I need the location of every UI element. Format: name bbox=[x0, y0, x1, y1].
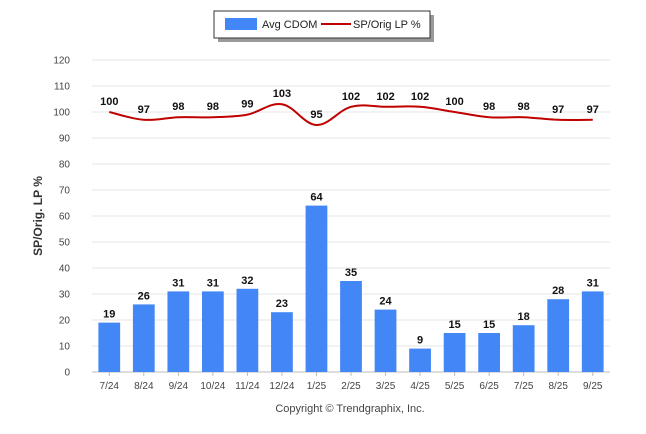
line-value-label: 100 bbox=[445, 96, 463, 108]
bar-avg-cdom bbox=[443, 333, 466, 372]
bar-value-label: 32 bbox=[241, 275, 253, 287]
bar-value-label: 15 bbox=[483, 319, 495, 331]
grid bbox=[92, 59, 610, 347]
y-tick-label: 100 bbox=[53, 108, 70, 119]
x-tick-label: 2/25 bbox=[341, 381, 361, 392]
bar-avg-cdom bbox=[409, 348, 431, 372]
bar-value-label: 18 bbox=[518, 311, 530, 323]
data-labels: 19 26 31 31 32 23 64 35 24 9 15 15 18 28 31 100 97 98 98 99… bbox=[100, 88, 599, 346]
bar-avg-cdom bbox=[340, 281, 362, 372]
x-tick-label: 3/25 bbox=[376, 381, 396, 392]
x-tick-label: 8/25 bbox=[548, 381, 568, 392]
line-value-label: 98 bbox=[483, 101, 495, 113]
line-value-label: 102 bbox=[411, 91, 429, 103]
bar-value-label: 31 bbox=[207, 277, 219, 289]
line-value-label: 100 bbox=[100, 96, 118, 108]
bar-avg-cdom bbox=[201, 291, 224, 372]
x-tick-label: 1/25 bbox=[307, 381, 327, 392]
line-sp-orig-lp bbox=[109, 103, 593, 127]
bars bbox=[98, 205, 604, 372]
line-value-label: 99 bbox=[241, 99, 253, 111]
bar-avg-cdom bbox=[581, 291, 604, 372]
y-tick-label: 30 bbox=[59, 290, 71, 301]
bar-value-label: 31 bbox=[587, 277, 599, 289]
bar-value-label: 64 bbox=[310, 192, 323, 204]
y-axis-ticks: 0 10 20 30 40 50 60 70 80 90 100 110 120 bbox=[53, 56, 70, 379]
bar-value-label: 15 bbox=[448, 319, 460, 331]
bar-avg-cdom bbox=[374, 309, 397, 372]
x-tick-label: 10/24 bbox=[200, 381, 225, 392]
x-tick-label: 12/24 bbox=[269, 381, 294, 392]
line-series bbox=[109, 103, 593, 127]
x-tick-label: 9/25 bbox=[583, 381, 603, 392]
legend-label-avg-cdom: Avg CDOM bbox=[262, 19, 317, 31]
bar-value-label: 9 bbox=[417, 335, 423, 347]
bar-value-label: 23 bbox=[276, 298, 288, 310]
x-tick-label: 11/24 bbox=[235, 381, 260, 392]
copyright-text: Copyright © Trendgraphix, Inc. bbox=[275, 403, 424, 415]
line-value-label: 103 bbox=[273, 88, 291, 100]
y-tick-label: 120 bbox=[53, 56, 70, 67]
bar-avg-cdom bbox=[478, 333, 501, 372]
line-value-label: 102 bbox=[342, 91, 360, 103]
bar-value-label: 19 bbox=[103, 309, 115, 321]
y-tick-label: 50 bbox=[59, 238, 71, 249]
line-value-label: 102 bbox=[376, 91, 394, 103]
bar-avg-cdom bbox=[271, 312, 293, 372]
line-value-label: 97 bbox=[138, 104, 150, 116]
x-tick-label: 9/24 bbox=[169, 381, 189, 392]
bar-value-label: 24 bbox=[379, 296, 392, 308]
x-tick-label: 7/25 bbox=[514, 381, 534, 392]
bar-value-label: 35 bbox=[345, 267, 357, 279]
x-tick-label: 5/25 bbox=[445, 381, 465, 392]
y-tick-label: 90 bbox=[59, 134, 71, 145]
y-axis-label: SP/Orig. LP % bbox=[31, 176, 45, 256]
x-tick-label: 7/24 bbox=[100, 381, 120, 392]
bar-avg-cdom bbox=[236, 288, 259, 372]
legend-bar-swatch bbox=[225, 18, 257, 30]
line-value-label: 95 bbox=[310, 109, 322, 121]
y-tick-label: 70 bbox=[59, 186, 71, 197]
x-tick-label: 6/25 bbox=[479, 381, 499, 392]
bar-avg-cdom bbox=[547, 299, 570, 372]
line-value-label: 97 bbox=[587, 104, 599, 116]
y-tick-label: 40 bbox=[59, 264, 71, 275]
line-value-label: 97 bbox=[552, 104, 564, 116]
bar-value-label: 31 bbox=[172, 277, 184, 289]
line-value-label: 98 bbox=[518, 101, 530, 113]
bar-value-label: 28 bbox=[552, 285, 564, 297]
line-value-label: 98 bbox=[207, 101, 219, 113]
bar-avg-cdom bbox=[305, 205, 328, 372]
x-axis-ticks: 7/24 8/24 9/24 10/24 11/24 12/24 1/25 2/25 3/25 4… bbox=[100, 372, 603, 392]
bar-avg-cdom bbox=[167, 291, 190, 372]
legend-label-sp-orig-lp: SP/Orig LP % bbox=[353, 19, 421, 31]
x-tick-label: 4/25 bbox=[410, 381, 430, 392]
x-tick-label: 8/24 bbox=[134, 381, 154, 392]
y-tick-label: 110 bbox=[54, 82, 70, 93]
legend: Avg CDOM SP/Orig LP % bbox=[213, 10, 434, 42]
y-tick-label: 0 bbox=[64, 368, 70, 379]
bar-value-label: 26 bbox=[138, 290, 150, 302]
y-tick-label: 80 bbox=[59, 160, 71, 171]
y-tick-label: 10 bbox=[59, 342, 71, 353]
bar-avg-cdom bbox=[98, 322, 121, 372]
bar-avg-cdom bbox=[512, 325, 535, 372]
bar-avg-cdom bbox=[132, 304, 155, 372]
y-tick-label: 20 bbox=[59, 316, 71, 327]
line-value-label: 98 bbox=[172, 101, 184, 113]
y-tick-label: 60 bbox=[59, 212, 71, 223]
